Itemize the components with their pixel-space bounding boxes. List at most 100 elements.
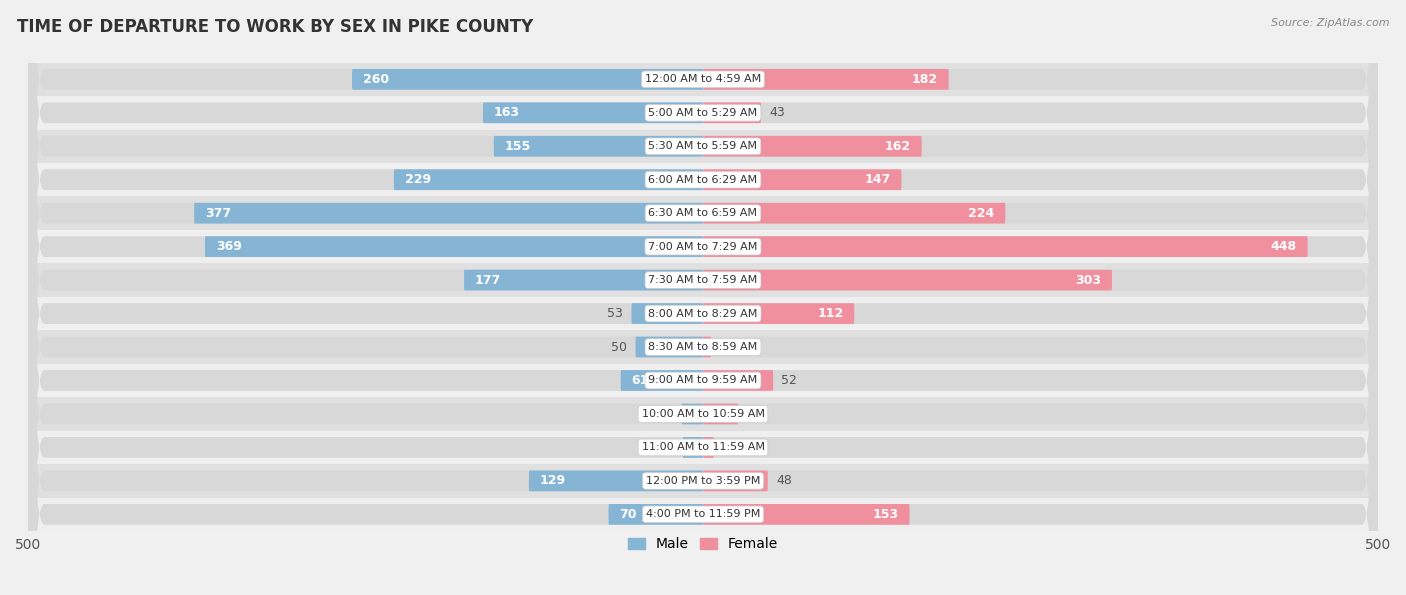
FancyBboxPatch shape <box>631 303 703 324</box>
Bar <box>28 196 1378 230</box>
FancyBboxPatch shape <box>28 90 1378 595</box>
FancyBboxPatch shape <box>703 337 711 358</box>
FancyBboxPatch shape <box>464 270 703 290</box>
Text: 229: 229 <box>405 173 430 186</box>
Text: 369: 369 <box>215 240 242 253</box>
FancyBboxPatch shape <box>609 504 703 525</box>
Text: 5:30 AM to 5:59 AM: 5:30 AM to 5:59 AM <box>648 141 758 151</box>
Text: 8: 8 <box>721 441 730 454</box>
FancyBboxPatch shape <box>28 0 1378 595</box>
Text: 8:30 AM to 8:59 AM: 8:30 AM to 8:59 AM <box>648 342 758 352</box>
Text: 155: 155 <box>505 140 531 153</box>
Text: 48: 48 <box>776 474 792 487</box>
Text: 53: 53 <box>607 307 623 320</box>
Bar <box>28 297 1378 330</box>
FancyBboxPatch shape <box>28 123 1378 595</box>
FancyBboxPatch shape <box>529 471 703 491</box>
FancyBboxPatch shape <box>620 370 703 391</box>
Text: 12:00 PM to 3:59 PM: 12:00 PM to 3:59 PM <box>645 476 761 486</box>
Text: 5:00 AM to 5:29 AM: 5:00 AM to 5:29 AM <box>648 108 758 118</box>
Text: 6:30 AM to 6:59 AM: 6:30 AM to 6:59 AM <box>648 208 758 218</box>
Text: 12:00 AM to 4:59 AM: 12:00 AM to 4:59 AM <box>645 74 761 84</box>
Bar <box>28 464 1378 497</box>
FancyBboxPatch shape <box>494 136 703 156</box>
FancyBboxPatch shape <box>703 270 1112 290</box>
Bar <box>28 163 1378 196</box>
FancyBboxPatch shape <box>28 0 1378 595</box>
Bar <box>28 130 1378 163</box>
Text: 11:00 AM to 11:59 AM: 11:00 AM to 11:59 AM <box>641 443 765 452</box>
FancyBboxPatch shape <box>703 69 949 90</box>
FancyBboxPatch shape <box>28 0 1378 537</box>
Text: 177: 177 <box>475 274 501 287</box>
FancyBboxPatch shape <box>682 403 703 424</box>
FancyBboxPatch shape <box>352 69 703 90</box>
Text: 147: 147 <box>865 173 890 186</box>
Text: 224: 224 <box>969 206 994 220</box>
Text: TIME OF DEPARTURE TO WORK BY SEX IN PIKE COUNTY: TIME OF DEPARTURE TO WORK BY SEX IN PIKE… <box>17 18 533 36</box>
FancyBboxPatch shape <box>703 370 773 391</box>
Bar <box>28 431 1378 464</box>
Text: 7:00 AM to 7:29 AM: 7:00 AM to 7:29 AM <box>648 242 758 252</box>
FancyBboxPatch shape <box>28 0 1378 471</box>
Text: 377: 377 <box>205 206 231 220</box>
Text: 303: 303 <box>1076 274 1101 287</box>
FancyBboxPatch shape <box>703 403 738 424</box>
FancyBboxPatch shape <box>703 437 714 458</box>
Text: 43: 43 <box>769 107 785 119</box>
FancyBboxPatch shape <box>28 0 1378 595</box>
FancyBboxPatch shape <box>703 504 910 525</box>
Text: 10:00 AM to 10:59 AM: 10:00 AM to 10:59 AM <box>641 409 765 419</box>
Text: 52: 52 <box>782 374 797 387</box>
FancyBboxPatch shape <box>703 102 761 123</box>
Bar <box>28 264 1378 297</box>
Text: 9:00 AM to 9:59 AM: 9:00 AM to 9:59 AM <box>648 375 758 386</box>
Text: 448: 448 <box>1271 240 1296 253</box>
Text: 8:00 AM to 8:29 AM: 8:00 AM to 8:29 AM <box>648 309 758 318</box>
Text: 26: 26 <box>747 408 762 421</box>
FancyBboxPatch shape <box>703 203 1005 224</box>
Bar <box>28 497 1378 531</box>
FancyBboxPatch shape <box>28 0 1378 595</box>
Bar <box>28 230 1378 264</box>
Bar <box>28 397 1378 431</box>
Text: 7:30 AM to 7:59 AM: 7:30 AM to 7:59 AM <box>648 275 758 285</box>
Text: 162: 162 <box>884 140 911 153</box>
FancyBboxPatch shape <box>28 0 1378 595</box>
Text: 61: 61 <box>631 374 648 387</box>
FancyBboxPatch shape <box>28 57 1378 595</box>
FancyBboxPatch shape <box>703 136 922 156</box>
FancyBboxPatch shape <box>28 0 1378 504</box>
Text: 112: 112 <box>817 307 844 320</box>
Text: 4:00 PM to 11:59 PM: 4:00 PM to 11:59 PM <box>645 509 761 519</box>
Bar <box>28 62 1378 96</box>
Text: Source: ZipAtlas.com: Source: ZipAtlas.com <box>1271 18 1389 28</box>
Text: 70: 70 <box>619 508 637 521</box>
FancyBboxPatch shape <box>703 303 855 324</box>
Text: 15: 15 <box>659 441 675 454</box>
Bar <box>28 364 1378 397</box>
Bar <box>28 330 1378 364</box>
FancyBboxPatch shape <box>205 236 703 257</box>
FancyBboxPatch shape <box>28 23 1378 595</box>
FancyBboxPatch shape <box>703 471 768 491</box>
Text: 182: 182 <box>911 73 938 86</box>
Text: 6:00 AM to 6:29 AM: 6:00 AM to 6:29 AM <box>648 175 758 184</box>
Text: 260: 260 <box>363 73 389 86</box>
FancyBboxPatch shape <box>484 102 703 123</box>
FancyBboxPatch shape <box>28 0 1378 595</box>
Text: 50: 50 <box>612 340 627 353</box>
Text: 163: 163 <box>494 107 520 119</box>
FancyBboxPatch shape <box>703 170 901 190</box>
Text: 153: 153 <box>873 508 898 521</box>
Text: 129: 129 <box>540 474 565 487</box>
FancyBboxPatch shape <box>683 437 703 458</box>
FancyBboxPatch shape <box>703 236 1308 257</box>
FancyBboxPatch shape <box>394 170 703 190</box>
FancyBboxPatch shape <box>194 203 703 224</box>
Legend: Male, Female: Male, Female <box>623 532 783 557</box>
Text: 16: 16 <box>658 408 673 421</box>
Text: 6: 6 <box>720 340 727 353</box>
FancyBboxPatch shape <box>28 0 1378 571</box>
FancyBboxPatch shape <box>636 337 703 358</box>
